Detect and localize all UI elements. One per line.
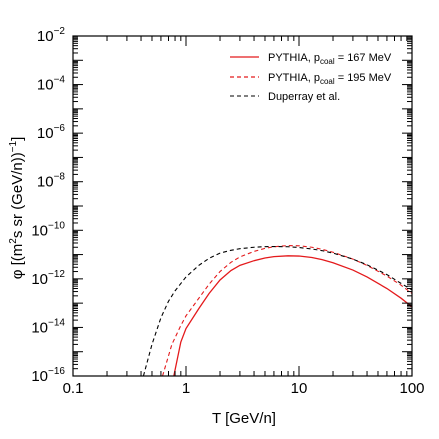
legend-label-pythia-195-sub: coal: [320, 77, 335, 86]
y-tick-label-exponent: −14: [48, 317, 65, 328]
pythia-195-curve: [162, 245, 413, 377]
y-tick-label-base: 10: [31, 368, 48, 385]
y-tick-label: 10−6: [37, 123, 66, 142]
tick-labels-layer: 0.1 1 10 10010−1610−1410−1210−1010−810−610−…: [31, 26, 424, 397]
y-tick-label-exponent: −2: [54, 26, 66, 37]
y-tick-label-exponent: −12: [48, 269, 65, 280]
y-tick-label-exponent: −16: [48, 366, 65, 377]
y-tick-label-base: 10: [37, 125, 54, 142]
legend-label-pythia-167: PYTHIA, pcoal = 167 MeV: [268, 52, 392, 66]
y-tick-label-base: 10: [37, 28, 54, 45]
y-tick-label: 10−8: [37, 172, 66, 191]
plot-frame: [72, 35, 413, 377]
legend-label-pythia-167-rest: = 167 MeV: [335, 52, 392, 64]
x-tick-label: 1: [182, 380, 190, 397]
y-tick-label-base: 10: [31, 271, 48, 288]
duperray-curve: [142, 245, 413, 377]
y-axis-label-close: ]: [9, 137, 26, 141]
legend-label-pythia-195: PYTHIA, pcoal = 195 MeV: [268, 72, 392, 86]
legend-label-pythia-167-sub: coal: [320, 57, 335, 66]
legend-entry-pythia-195: PYTHIA, pcoal = 195 MeV: [230, 72, 392, 86]
legend-label-pythia-195-main: PYTHIA, p: [268, 72, 320, 84]
y-tick-label-base: 10: [31, 222, 48, 239]
y-tick-label: 10−10: [31, 220, 65, 239]
legend: PYTHIA, pcoal = 167 MeV PYTHIA, pcoal = …: [230, 52, 392, 103]
x-tick-label: 10: [291, 380, 308, 397]
y-tick-label: 10−2: [37, 26, 66, 45]
pythia-167-curve: [173, 255, 413, 377]
x-tick-label: 0.1: [63, 380, 84, 397]
x-tick-label: 100: [399, 380, 424, 397]
legend-label-duperray: Duperray et al.: [268, 91, 340, 103]
y-axis-label-minus-one: −1: [8, 140, 19, 152]
y-tick-label-base: 10: [37, 77, 54, 94]
legend-entry-pythia-167: PYTHIA, pcoal = 167 MeV: [230, 52, 392, 66]
y-axis-label-squared: 2: [8, 238, 19, 244]
y-tick-label: 10−4: [37, 75, 66, 94]
curves-layer: [142, 245, 413, 377]
y-tick-label-exponent: −8: [54, 172, 66, 183]
y-axis-label: φ [(m2s sr (GeV/n))−1]: [8, 137, 26, 280]
y-tick-label: 10−12: [31, 269, 65, 288]
legend-entry-duperray: Duperray et al.: [230, 91, 340, 103]
y-axis-label-phi: φ [(m: [9, 244, 26, 280]
legend-label-pythia-167-main: PYTHIA, p: [268, 52, 320, 64]
y-tick-label: 10−14: [31, 317, 65, 336]
y-tick-label-exponent: −10: [48, 220, 65, 231]
x-axis-label: T [GeV/n]: [212, 410, 276, 427]
y-tick-label: 10−16: [31, 366, 65, 385]
y-tick-label-base: 10: [31, 319, 48, 336]
y-tick-label-exponent: −4: [54, 75, 66, 86]
legend-label-pythia-195-rest: = 195 MeV: [335, 72, 392, 84]
y-axis-label-mid: s sr (GeV/n)): [9, 152, 26, 238]
ticks-layer: [72, 36, 413, 377]
y-tick-label-base: 10: [37, 174, 54, 191]
y-tick-label-exponent: −6: [54, 123, 66, 134]
